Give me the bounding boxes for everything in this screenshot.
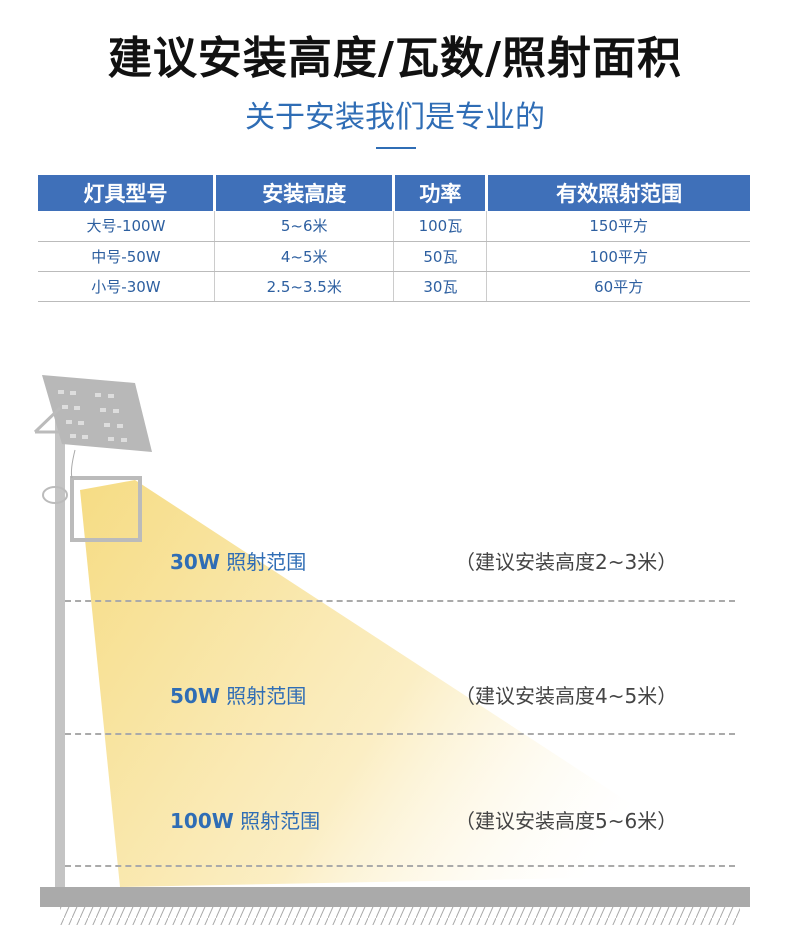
zone-note: （建议安装高度2~3米） [455,550,678,574]
subtitle: 关于安装我们是专业的 [245,100,545,135]
range-line [65,865,735,867]
zone-note: （建议安装高度5~6米） [455,809,678,833]
ground [40,887,750,907]
cell: 50瓦 [393,241,487,272]
ground-hatch [60,907,740,925]
header-cell: 灯具型号 [38,175,215,211]
light-beam [80,480,740,887]
table-row: 大号-100W 5~6米 100瓦 150平方 [38,211,750,242]
header-cell: 有效照射范围 [485,175,750,211]
cell: 大号-100W [38,211,215,242]
zone-label-50w: 50W 照射范围 [170,684,307,708]
zone-label-100w: 100W 照射范围 [170,809,321,833]
cell: 30瓦 [393,271,487,302]
floodlight-icon [42,449,142,542]
cell: 150平方 [486,211,750,242]
range-line [65,600,735,602]
cell: 100瓦 [393,211,487,242]
spec-table: 灯具型号 安装高度 功率 有效照射范围 大号-100W 5~6米 100瓦 15… [38,175,750,302]
pole [55,400,65,890]
cell: 4~5米 [213,241,394,272]
cell: 60平方 [486,271,750,302]
table-row: 小号-30W 2.5~3.5米 30瓦 60平方 [38,271,750,302]
zone-note: （建议安装高度4~5米） [455,684,678,708]
cell: 小号-30W [38,271,215,302]
header-cell: 功率 [392,175,487,211]
range-line [65,733,735,735]
cell: 2.5~3.5米 [213,271,394,302]
zone-label-30w: 30W 照射范围 [170,550,307,574]
cell: 5~6米 [213,211,394,242]
solar-panel-icon [33,375,152,452]
divider [376,147,416,149]
cell: 100平方 [486,241,750,272]
header-cell: 安装高度 [212,175,394,211]
table-header: 灯具型号 安装高度 功率 有效照射范围 [38,175,750,211]
page-title: 建议安装高度/瓦数/照射面积 [107,33,683,84]
table-row: 中号-50W 4~5米 50瓦 100平方 [38,241,750,272]
cell: 中号-50W [38,241,215,272]
